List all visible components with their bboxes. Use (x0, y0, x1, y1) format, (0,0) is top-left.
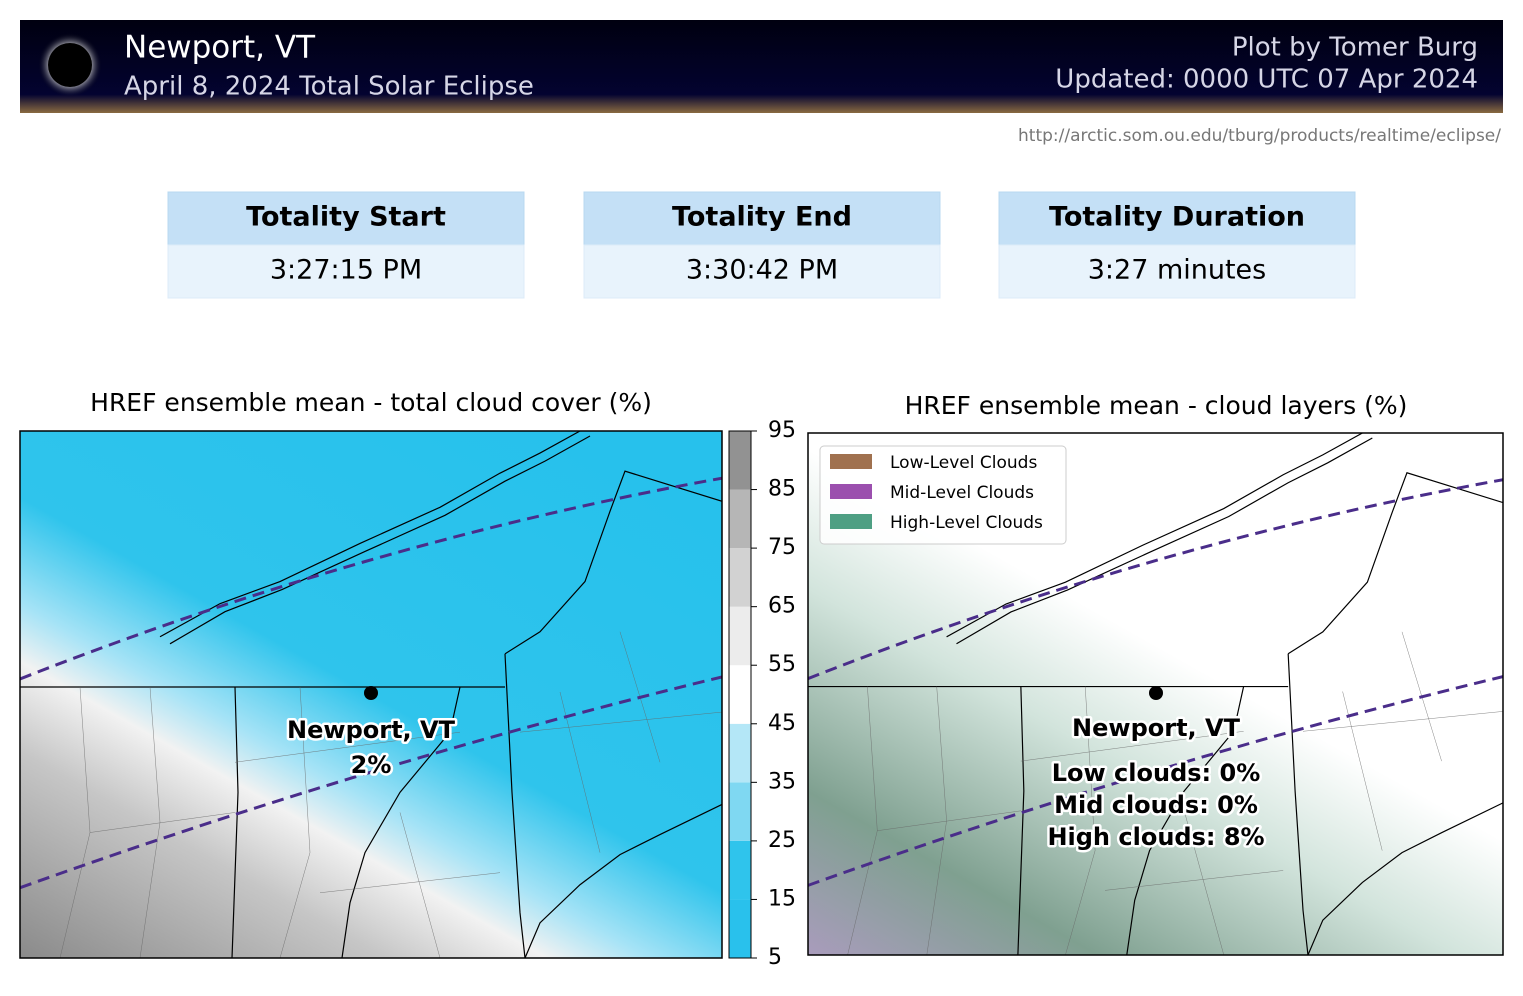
colorbar-segment (729, 782, 751, 841)
table-header: Totality Duration (1049, 202, 1305, 233)
colorbar-tick-label: 75 (768, 535, 796, 560)
legend-label: Mid-Level Clouds (890, 483, 1034, 503)
colorbar-tick-label: 85 (768, 477, 796, 502)
legend: Low-Level Clouds Mid-Level Clouds High-Lev… (819, 445, 1067, 545)
colorbar-tick-label: 65 (768, 594, 796, 619)
table-header: Totality Start (246, 202, 446, 233)
colorbar-tick-label: 45 (768, 711, 796, 736)
table-value-cell (998, 244, 1356, 299)
colorbar-tick-label: 15 (768, 886, 796, 911)
table-value: 3:27 minutes (1088, 255, 1267, 286)
colorbar-segment (729, 548, 751, 607)
colorbar-tick-label: 25 (768, 828, 796, 853)
colorbar-tick-label: 55 (768, 652, 796, 677)
eclipse-icon (48, 43, 92, 87)
cloud-annotation: 2% (351, 751, 392, 779)
location-label: Newport, VT (1072, 714, 1241, 742)
map-title: HREF ensemble mean - total cloud cover (… (90, 388, 652, 417)
cloud-annotation: High clouds: 8% (1047, 823, 1264, 851)
colorbar-frame (728, 430, 752, 959)
cloud-annotations: Low clouds: 0% Mid clouds: 0% High clouds:… (1045, 757, 1267, 854)
map-frame (807, 432, 1504, 956)
map-title: HREF ensemble mean - cloud layers (%) (905, 391, 1408, 420)
legend-swatch (830, 514, 872, 529)
colorbar-segment (729, 489, 751, 549)
source-url: http://arctic.som.ou.edu/tburg/products/… (1018, 126, 1501, 146)
colorbar-tick-label: 5 (768, 945, 782, 970)
header-credit: Plot by Tomer Burg (1232, 33, 1478, 63)
table-value-cell (167, 244, 525, 299)
location-dot (364, 686, 378, 700)
colorbar-segment (729, 723, 751, 783)
legend-label: Low-Level Clouds (890, 453, 1037, 473)
header-subtitle: April 8, 2024 Total Solar Eclipse (124, 72, 534, 102)
colorbar-segment (729, 606, 751, 666)
table-header-cell (167, 191, 525, 246)
colorbar-segment (729, 431, 751, 490)
map-frame (19, 430, 723, 959)
colorbar-tick-label: 95 (768, 418, 796, 443)
legend-box (819, 445, 1067, 545)
table-header: Totality End (672, 202, 852, 233)
header-bar (20, 20, 1503, 113)
totality-table: Totality Start 3:27:15 PM Totality End 3:30… (167, 191, 1356, 299)
colorbar-segment (729, 665, 751, 724)
table-value: 3:27:15 PM (270, 255, 422, 286)
table-value: 3:30:42 PM (686, 255, 838, 286)
location-dot (1149, 686, 1163, 700)
cloud-annotation: Low clouds: 0% (1052, 759, 1261, 787)
location-label: Newport, VT (287, 716, 456, 744)
colorbar-tick-label: 35 (768, 769, 796, 794)
colorbar-segment (729, 899, 751, 958)
colorbar-segment (729, 840, 751, 900)
table-value-cell (583, 244, 941, 299)
legend-swatch (830, 484, 872, 499)
legend-label: High-Level Clouds (890, 513, 1043, 533)
legend-swatch (830, 454, 872, 469)
header-title: Newport, VT (124, 30, 316, 66)
header-updated: Updated: 0000 UTC 07 Apr 2024 (1055, 65, 1478, 95)
cloud-annotation: Mid clouds: 0% (1054, 791, 1258, 819)
colorbar: 5 15 25 35 45 55 65 75 85 95 (728, 418, 796, 970)
